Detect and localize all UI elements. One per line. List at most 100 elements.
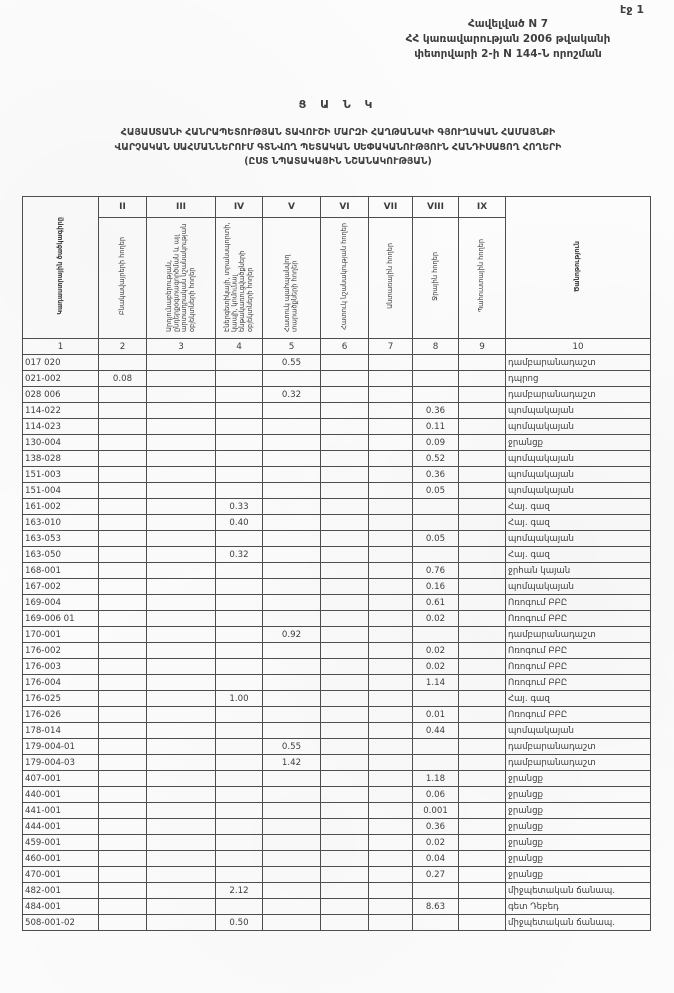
value-cell bbox=[146, 658, 216, 675]
table-row: 169-004 0.61 Ոռոգում ԲԲԸ bbox=[22, 594, 651, 611]
value-cell bbox=[98, 898, 147, 915]
value-cell bbox=[458, 914, 506, 931]
value-cell: 1.00 bbox=[215, 690, 263, 707]
page-number: էջ 1 bbox=[620, 3, 644, 16]
value-cell bbox=[458, 370, 506, 387]
value-cell bbox=[262, 402, 321, 419]
appendix-line-2: ՀՀ կառավարության 2006 թվականի bbox=[405, 33, 611, 45]
note-cell: Ոռոգում ԲԲԸ bbox=[505, 594, 651, 611]
value-cell bbox=[458, 866, 506, 883]
value-cell bbox=[146, 466, 216, 483]
value-cell bbox=[320, 578, 369, 595]
value-cell bbox=[320, 738, 369, 755]
column-number-label: 10 bbox=[505, 338, 651, 355]
value-cell bbox=[146, 642, 216, 659]
value-cell bbox=[262, 466, 321, 483]
table-row: 138-028 0.52 պոմպակայան bbox=[22, 450, 651, 467]
value-cell bbox=[412, 738, 459, 755]
value-cell bbox=[368, 802, 413, 819]
value-cell bbox=[215, 354, 263, 371]
value-cell bbox=[368, 882, 413, 899]
value-cell bbox=[215, 674, 263, 691]
value-cell bbox=[458, 658, 506, 675]
note-cell: Հայ. գազ bbox=[505, 546, 651, 563]
value-cell bbox=[98, 802, 147, 819]
value-cell bbox=[146, 354, 216, 371]
note-cell: ջրանցք bbox=[505, 866, 651, 883]
value-cell bbox=[215, 754, 263, 771]
value-cell bbox=[146, 738, 216, 755]
value-cell bbox=[320, 914, 369, 931]
note-cell: Ոռոգում ԲԲԸ bbox=[505, 642, 651, 659]
cadastral-code-cell: 176-025 bbox=[22, 690, 99, 707]
roman-numeral-label: IV bbox=[215, 196, 263, 218]
value-cell bbox=[368, 578, 413, 595]
value-cell bbox=[368, 674, 413, 691]
value-cell bbox=[146, 546, 216, 563]
cadastral-code-cell: 459-001 bbox=[22, 834, 99, 851]
value-cell bbox=[458, 466, 506, 483]
value-cell bbox=[458, 898, 506, 915]
value-cell bbox=[368, 658, 413, 675]
value-cell bbox=[412, 914, 459, 931]
value-cell bbox=[458, 706, 506, 723]
value-cell: 0.36 bbox=[412, 402, 459, 419]
value-cell bbox=[458, 834, 506, 851]
value-cell bbox=[215, 386, 263, 403]
value-cell bbox=[215, 466, 263, 483]
note-cell: դպրոց bbox=[505, 370, 651, 387]
value-cell bbox=[458, 610, 506, 627]
column-number-label: 5 bbox=[262, 338, 321, 355]
value-cell bbox=[98, 882, 147, 899]
table-row: 028 006 0.32 դամբարանադաշտ bbox=[22, 386, 651, 403]
table-row: 460-001 0.04 ջրանցք bbox=[22, 850, 651, 867]
value-cell: 0.05 bbox=[412, 530, 459, 547]
value-cell bbox=[320, 802, 369, 819]
column-number-label: 6 bbox=[320, 338, 369, 355]
land-parcels-table: Կադաստրային ծածկագիրը II III IV V VI VII VIII IX… bbox=[22, 196, 651, 931]
column-header-cell: Էներգետիկայի, տրանսպորտի, կապի, կոմունալ… bbox=[215, 217, 263, 339]
value-cell bbox=[262, 866, 321, 883]
column-header-cell: Պահուստային հողեր bbox=[458, 217, 506, 339]
table-row: 176-026 0.01 Ոռոգում ԲԲԸ bbox=[22, 706, 651, 723]
value-cell bbox=[215, 578, 263, 595]
table-row: 114-022 0.36 պոմպակայան bbox=[22, 402, 651, 419]
value-cell bbox=[262, 882, 321, 899]
cadastral-code-cell: 163-010 bbox=[22, 514, 99, 531]
value-cell bbox=[458, 418, 506, 435]
value-cell bbox=[98, 498, 147, 515]
value-cell: 0.52 bbox=[412, 450, 459, 467]
value-cell bbox=[320, 834, 369, 851]
value-cell bbox=[368, 786, 413, 803]
value-cell bbox=[458, 530, 506, 547]
value-cell bbox=[368, 402, 413, 419]
rotated-header-row: Բնակավայրերի հողեր Արդյունաբերության, ընդ… bbox=[23, 217, 651, 339]
value-cell bbox=[98, 562, 147, 579]
cadastral-code-cell: 114-022 bbox=[22, 402, 99, 419]
column-number-label: 1 bbox=[22, 338, 99, 355]
value-cell bbox=[146, 578, 216, 595]
note-cell: պոմպակայան bbox=[505, 418, 651, 435]
value-cell bbox=[215, 450, 263, 467]
column-number-label: 2 bbox=[98, 338, 147, 355]
value-cell: 1.18 bbox=[412, 770, 459, 787]
table-row: 167-002 0.16 պոմպակայան bbox=[22, 578, 651, 595]
value-cell bbox=[98, 818, 147, 835]
cadastral-code-cell: 130-004 bbox=[22, 434, 99, 451]
value-cell bbox=[98, 450, 147, 467]
note-cell: դամբարանադաշտ bbox=[505, 738, 651, 755]
value-cell bbox=[146, 674, 216, 691]
cadastral-code-cell: 407-001 bbox=[22, 770, 99, 787]
note-cell: ջրանցք bbox=[505, 434, 651, 451]
note-cell: ջրանցք bbox=[505, 802, 651, 819]
value-cell bbox=[262, 642, 321, 659]
value-cell bbox=[215, 722, 263, 739]
value-cell bbox=[146, 514, 216, 531]
value-cell bbox=[146, 898, 216, 915]
value-cell bbox=[262, 610, 321, 627]
value-cell bbox=[368, 498, 413, 515]
value-cell: 2.12 bbox=[215, 882, 263, 899]
value-cell bbox=[215, 834, 263, 851]
value-cell bbox=[262, 562, 321, 579]
value-cell bbox=[412, 498, 459, 515]
